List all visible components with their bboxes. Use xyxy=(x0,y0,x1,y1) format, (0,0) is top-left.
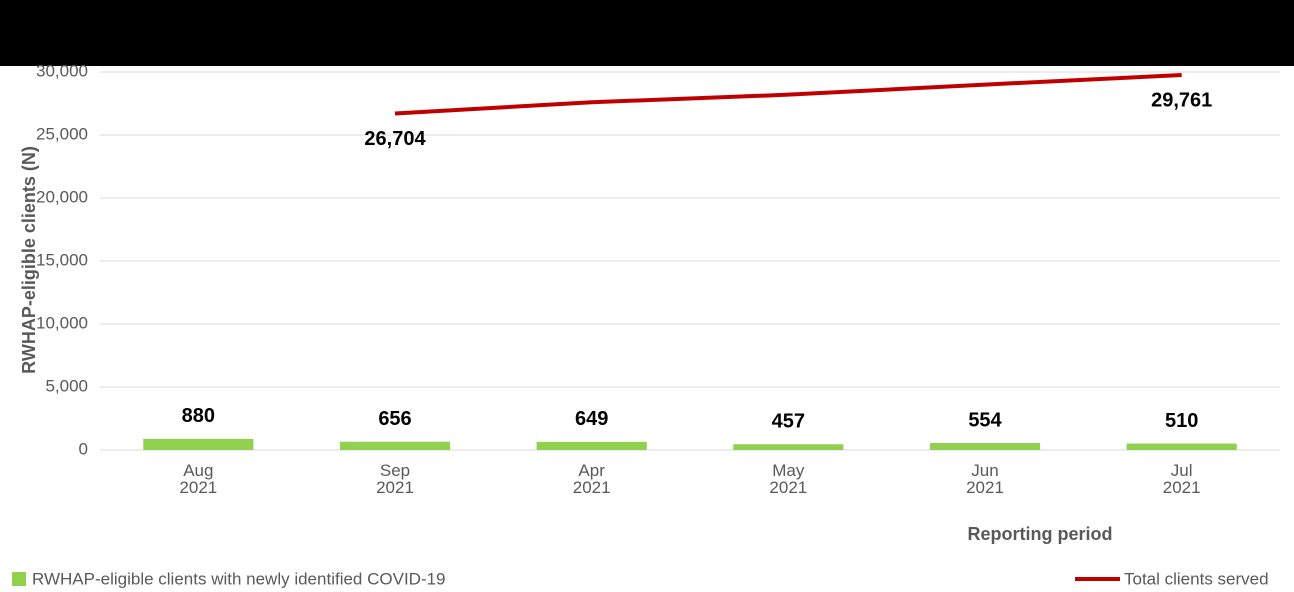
x-axis-title: Reporting period xyxy=(968,524,1113,544)
bar xyxy=(143,438,254,450)
x-tick-label: Apr 2021 xyxy=(573,461,611,497)
y-tick-label: 10,000 xyxy=(36,313,88,332)
legend-label: RWHAP-eligible clients with newly identi… xyxy=(32,569,446,588)
y-tick-label: 15,000 xyxy=(36,250,88,269)
header-band xyxy=(0,0,1294,66)
bar xyxy=(929,443,1041,450)
x-tick-month: Aug xyxy=(183,461,213,480)
x-tick-label: May 2021 xyxy=(769,461,807,497)
bar-value-label: 554 xyxy=(968,409,1002,431)
y-tick-label: 20,000 xyxy=(36,187,88,206)
x-tick-label: Jul 2021 xyxy=(1163,461,1201,497)
bar xyxy=(536,441,647,450)
bar-value-label: 656 xyxy=(378,408,411,430)
x-tick-year: 2021 xyxy=(1163,478,1201,497)
y-tick-label: 0 xyxy=(79,439,88,458)
x-tick-month: Jun xyxy=(971,461,998,480)
bar xyxy=(733,444,844,450)
x-tick-label: Jun 2021 xyxy=(966,461,1004,497)
x-tick-label: Aug 2021 xyxy=(179,461,217,497)
bar xyxy=(339,441,451,450)
line-value-label: 29,761 xyxy=(1151,89,1212,111)
y-tick-label: 30,000 xyxy=(36,61,88,80)
y-axis-title: RWHAP-eligible clients (N) xyxy=(19,146,39,374)
legend-label: Total clients served xyxy=(1124,569,1269,588)
x-tick-month: May xyxy=(772,461,805,480)
x-tick-year: 2021 xyxy=(376,478,414,497)
bar xyxy=(1126,443,1237,450)
bar-value-label: 880 xyxy=(182,405,215,427)
x-tick-month: Sep xyxy=(380,461,410,480)
line xyxy=(394,73,1182,116)
x-tick-year: 2021 xyxy=(769,478,807,497)
x-tick-year: 2021 xyxy=(966,478,1004,497)
bar-value-label: 457 xyxy=(772,411,805,433)
x-tick-year: 2021 xyxy=(573,478,611,497)
x-tick-year: 2021 xyxy=(179,478,217,497)
y-tick-label: 5,000 xyxy=(45,376,88,395)
legend-swatch xyxy=(12,572,26,586)
line-value-label: 26,704 xyxy=(364,128,426,150)
x-tick-month: Jul xyxy=(1171,461,1193,480)
x-tick-label: Sep 2021 xyxy=(376,461,414,497)
bar-value-label: 510 xyxy=(1165,410,1198,432)
y-tick-label: 25,000 xyxy=(36,124,88,143)
x-tick-month: Apr xyxy=(578,461,605,480)
bar-value-label: 649 xyxy=(575,408,608,430)
